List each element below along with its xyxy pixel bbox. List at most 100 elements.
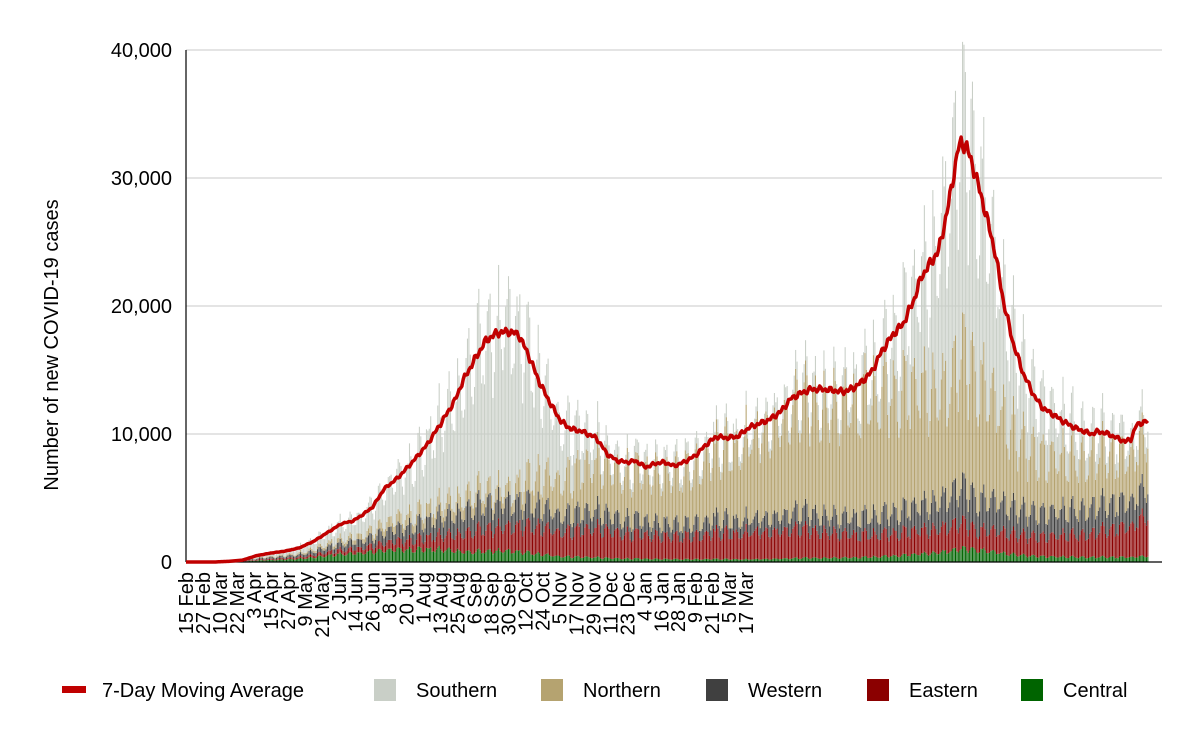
bar-segment [843, 557, 845, 562]
bar-segment [1005, 444, 1007, 515]
bar-segment [418, 426, 420, 500]
bar-segment [802, 507, 804, 527]
bar-segment [884, 527, 886, 555]
bar-segment [769, 559, 771, 562]
bar-segment [458, 375, 460, 494]
bar-segment [1136, 504, 1138, 528]
bar-segment [816, 402, 818, 514]
bar-segment [838, 528, 841, 542]
bar-segment [847, 538, 849, 559]
bar-segment [980, 526, 982, 549]
bar-segment [533, 407, 535, 496]
bar-segment [829, 539, 831, 559]
bar-segment [725, 507, 727, 526]
bar-segment [1133, 497, 1135, 524]
bar-segment [861, 376, 863, 511]
bar-segment [925, 370, 927, 499]
bar-segment [281, 559, 283, 562]
bar-segment [1134, 530, 1136, 558]
bar-segment [967, 552, 969, 562]
bar-segment [294, 555, 296, 557]
bar-segment [795, 368, 797, 501]
bar-segment [561, 557, 563, 562]
bar-segment [578, 556, 580, 562]
bar-segment [413, 545, 415, 553]
bar-segment [1032, 348, 1034, 427]
bar-segment [406, 549, 408, 562]
bar-segment [642, 483, 644, 527]
bar-segment [1034, 436, 1036, 506]
bar-segment [1020, 555, 1022, 562]
bar-segment [350, 547, 353, 553]
bar-segment [367, 535, 369, 545]
bar-segment [952, 519, 954, 549]
bar-segment [670, 542, 672, 560]
bar-segment [604, 528, 606, 558]
bar-segment [486, 497, 488, 525]
bar-segment [1117, 535, 1119, 559]
bar-segment [943, 524, 945, 551]
bar-segment [1022, 314, 1024, 412]
bar-segment [264, 560, 266, 562]
bar-segment [431, 458, 433, 518]
bar-segment [612, 523, 614, 538]
bar-segment [664, 532, 667, 559]
bar-segment [253, 558, 255, 560]
bar-segment [534, 508, 536, 529]
bar-segment [315, 543, 317, 551]
bar-segment [295, 559, 297, 562]
bar-segment [864, 353, 866, 505]
bar-segment [618, 512, 620, 530]
bar-segment [638, 558, 640, 562]
bar-segment [332, 536, 334, 547]
bar-segment [292, 559, 295, 562]
bar-segment [696, 431, 698, 444]
bar-segment [539, 353, 541, 466]
bar-segment [304, 547, 306, 554]
bar-segment [789, 523, 791, 537]
bar-segment [1111, 494, 1114, 524]
bar-segment [1025, 393, 1027, 459]
bar-segment [693, 559, 695, 562]
bar-segment [425, 534, 427, 548]
x-tick-label: 24 Oct [533, 572, 555, 631]
bar-segment [686, 517, 688, 533]
bar-segment [454, 523, 456, 540]
bar-segment [901, 322, 903, 391]
bar-segment [1124, 533, 1126, 558]
bar-segment [457, 503, 459, 529]
bar-segment [669, 471, 671, 481]
bar-segment [469, 551, 471, 562]
bar-segment [332, 549, 334, 554]
bar-segment [276, 554, 278, 557]
bar-segment [687, 558, 689, 562]
bar-segment [870, 398, 872, 421]
bar-segment [505, 484, 507, 499]
bar-segment [304, 558, 306, 562]
bar-segment [397, 547, 399, 562]
bar-segment [561, 495, 563, 524]
bar-segment [649, 538, 651, 560]
bar-segment [319, 543, 321, 548]
bar-segment [741, 463, 743, 527]
bar-segment [1111, 413, 1114, 436]
bar-segment [271, 559, 273, 562]
bar-segment [1144, 522, 1146, 558]
bar-segment [616, 527, 618, 558]
bar-segment [790, 518, 792, 534]
bar-segment [949, 502, 951, 531]
bar-segment [1123, 523, 1125, 557]
bar-segment [909, 538, 911, 557]
bar-segment [990, 529, 992, 552]
bar-segment [496, 550, 498, 562]
bar-segment [993, 550, 995, 562]
bar-segment [441, 510, 443, 523]
bar-segment [547, 497, 549, 522]
bar-segment [639, 559, 641, 562]
bar-segment [1141, 389, 1143, 413]
bar-segment [895, 315, 897, 380]
bar-segment [717, 528, 719, 559]
bar-segment [713, 434, 715, 513]
bar-segment [875, 395, 877, 516]
bar-segment [1110, 556, 1112, 562]
